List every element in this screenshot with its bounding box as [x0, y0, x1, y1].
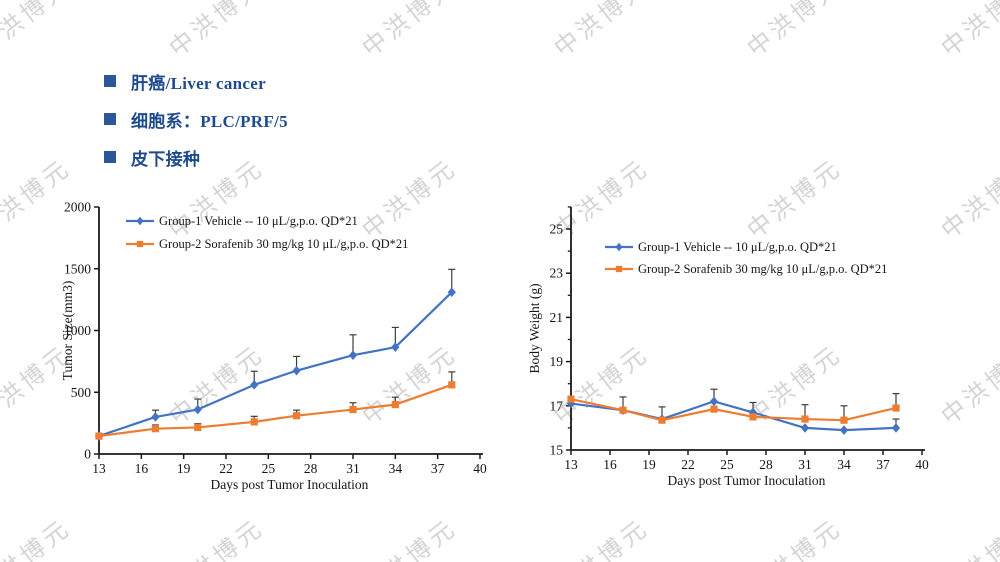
- series-line-group-1: [98, 291, 453, 438]
- y-axis-label: Body Weight (g): [527, 283, 542, 373]
- watermark-text: 中洪博元: [163, 513, 270, 562]
- watermark-text: 中洪博元: [548, 513, 655, 562]
- x-tick-label: 19: [177, 461, 191, 476]
- data-point-marker: [151, 412, 160, 422]
- x-tick-label: 13: [92, 461, 106, 476]
- watermark-text: 中洪博元: [356, 513, 463, 562]
- data-point-marker: [151, 425, 160, 433]
- data-point-marker: [800, 423, 810, 433]
- y-axis-label: Tumor Size(mm3): [60, 281, 75, 381]
- data-point-marker: [710, 405, 718, 413]
- x-tick-label: 31: [346, 461, 360, 476]
- legend-marker: [615, 265, 623, 273]
- watermark-text: 中洪博元: [163, 0, 270, 63]
- data-point-marker: [801, 415, 809, 423]
- watermark-text: 中洪博元: [0, 513, 77, 562]
- legend-marker: [136, 216, 144, 226]
- bullet-label: 细胞系：PLC/PRF/5: [131, 111, 288, 131]
- y-tick-label: 25: [550, 222, 564, 237]
- x-axis-label: Days post Tumor Inoculation: [211, 477, 369, 492]
- bullet-label: 肝癌/Liver cancer: [131, 73, 266, 93]
- watermark-text: 中洪博元: [548, 0, 655, 63]
- series-line-group-2: [98, 383, 453, 438]
- x-tick-label: 25: [262, 461, 276, 476]
- y-tick-label: 23: [550, 266, 564, 281]
- watermark-text: 中洪博元: [935, 0, 1000, 63]
- y-tick-label: 0: [84, 447, 91, 462]
- legend-label: Group-1 Vehicle -- 10 μL/g,p.o. QD*21: [638, 240, 837, 254]
- y-tick-label: 21: [550, 310, 564, 325]
- x-tick-label: 22: [681, 457, 695, 472]
- data-point-marker: [250, 380, 259, 390]
- x-tick-label: 31: [798, 457, 812, 472]
- data-point-marker: [349, 405, 357, 414]
- data-point-marker: [194, 423, 202, 432]
- series-line-group-2: [570, 398, 897, 422]
- x-tick-label: 22: [219, 461, 233, 476]
- x-tick-label: 37: [876, 457, 890, 472]
- data-point-marker: [448, 381, 456, 389]
- watermark-text: 中洪博元: [0, 0, 77, 63]
- y-tick-label: 2000: [64, 200, 91, 215]
- list-item-liver-cancer: 肝癌/Liver cancer: [104, 62, 288, 100]
- bullet-square-icon: [104, 113, 116, 125]
- x-tick-label: 28: [759, 457, 773, 472]
- legend-marker: [615, 242, 623, 252]
- y-tick-label: 500: [71, 385, 92, 400]
- data-point-marker: [891, 423, 901, 433]
- y-tick-label: 15: [550, 443, 564, 458]
- x-tick-label: 40: [473, 461, 487, 476]
- data-point-marker: [840, 416, 848, 424]
- legend-label: Group-1 Vehicle -- 10 μL/g,p.o. QD*21: [159, 214, 358, 228]
- data-point-marker: [391, 401, 399, 409]
- x-tick-label: 34: [837, 457, 851, 472]
- watermark-text: 中洪博元: [741, 513, 848, 562]
- legend-marker: [136, 240, 144, 248]
- bullet-square-icon: [104, 75, 116, 87]
- list-item-cell-line: 细胞系：PLC/PRF/5: [104, 100, 288, 138]
- tumor-size-chart: 13 16 19 22 25 28 31 34 37 40 0 500 1000 1500 2000 Days…: [60, 200, 487, 493]
- watermark-text: 中洪博元: [741, 0, 848, 63]
- data-point-marker: [292, 365, 301, 376]
- data-point-marker: [709, 396, 719, 407]
- x-tick-label: 13: [564, 457, 578, 472]
- x-tick-label: 40: [915, 457, 929, 472]
- data-point-marker: [892, 404, 900, 412]
- x-tick-label: 25: [720, 457, 734, 472]
- data-point-marker: [567, 395, 575, 403]
- data-point-marker: [619, 406, 627, 414]
- watermark-text: 中洪博元: [356, 0, 463, 63]
- y-tick-label: 1000: [64, 323, 91, 338]
- x-tick-label: 34: [389, 461, 403, 476]
- data-point-marker: [348, 350, 358, 360]
- data-point-marker: [95, 432, 103, 440]
- data-point-marker: [839, 425, 849, 435]
- x-tick-label: 16: [135, 461, 149, 476]
- y-tick-label: 17: [550, 398, 564, 413]
- y-tick-label: 19: [550, 354, 564, 369]
- bullet-square-icon: [104, 151, 116, 163]
- data-point-marker: [193, 404, 202, 415]
- data-point-marker: [658, 416, 666, 424]
- x-axis-label: Days post Tumor Inoculation: [668, 473, 826, 488]
- list-item-inoculation: 皮下接种: [104, 138, 288, 176]
- y-tick-label: 1500: [64, 261, 91, 276]
- legend-label: Group-2 Sorafenib 30 mg/kg 10 μL/g,p.o. …: [159, 237, 408, 251]
- study-info-list: 肝癌/Liver cancer 细胞系：PLC/PRF/5 皮下接种: [104, 62, 288, 176]
- data-point-marker: [566, 398, 576, 409]
- x-tick-label: 28: [304, 461, 318, 476]
- watermark-text: 中洪博元: [935, 513, 1000, 562]
- data-point-marker: [391, 342, 400, 352]
- x-tick-label: 19: [642, 457, 656, 472]
- data-point-marker: [292, 412, 301, 420]
- data-point-marker: [749, 413, 757, 421]
- x-tick-label: 16: [603, 457, 617, 472]
- data-point-marker: [250, 418, 258, 426]
- legend-label: Group-2 Sorafenib 30 mg/kg 10 μL/g,p.o. …: [638, 262, 887, 276]
- data-point-marker: [748, 407, 758, 418]
- x-tick-label: 37: [431, 461, 445, 476]
- bullet-label: 皮下接种: [131, 149, 201, 169]
